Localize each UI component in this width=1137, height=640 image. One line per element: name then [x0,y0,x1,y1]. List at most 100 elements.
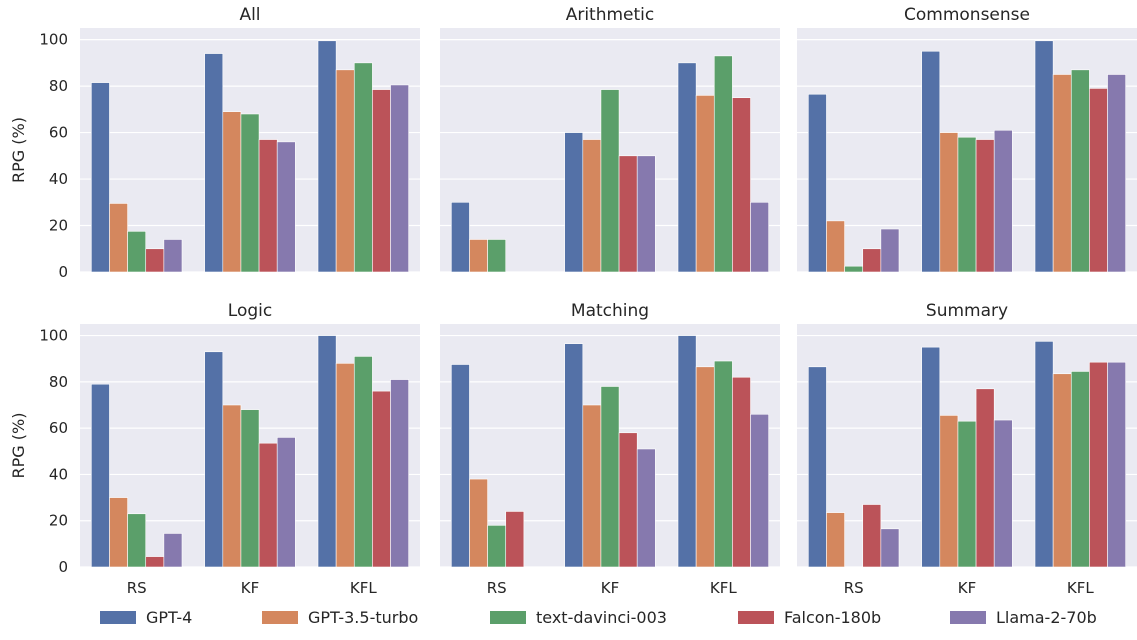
y-tick-label-logic-20: 20 [49,512,68,530]
bar-summary-rs-llama-2-70b [880,528,900,568]
bar-logic-kf-gpt-3-5-turbo [222,404,242,568]
bar-logic-kfl-gpt-3-5-turbo [335,363,355,568]
x-tick-label-summary-kf: KF [958,579,976,597]
bar-logic-rs-llama-2-70b [163,533,183,568]
bar-commonsense-rs-falcon-180b [862,248,882,273]
bar-all-rs-gpt-4 [91,82,110,273]
bar-matching-kfl-gpt-3-5-turbo [695,366,715,568]
bar-summary-rs-falcon-180b [862,504,882,568]
x-tick-label-summary-kfl: KFL [1067,579,1094,597]
y-tick-label-logic-100: 100 [39,327,68,345]
y-tick-label-all-80: 80 [49,77,68,95]
legend-label-text-davinci-003: text-davinci-003 [536,608,667,627]
x-tick-label-matching-rs: RS [487,579,507,597]
bar-logic-kf-falcon-180b [258,442,278,568]
bar-all-kf-gpt-4 [204,53,224,273]
y-tick-label-all-40: 40 [49,170,68,188]
bar-commonsense-kf-text-davinci-003 [957,136,977,273]
bar-commonsense-kfl-falcon-180b [1089,88,1108,273]
bar-matching-kfl-gpt-4 [677,335,697,568]
bar-logic-kf-llama-2-70b [276,437,296,568]
bar-all-kf-llama-2-70b [276,141,296,273]
legend-label-falcon-180b: Falcon-180b [784,608,881,627]
bar-matching-rs-gpt-3-5-turbo [469,478,488,568]
bar-commonsense-kfl-gpt-3-5-turbo [1052,74,1072,273]
bar-commonsense-kf-gpt-3-5-turbo [939,132,959,273]
bar-matching-kfl-text-davinci-003 [713,360,733,568]
x-tick-label-logic-rs: RS [127,579,147,597]
bar-matching-kf-falcon-180b [618,432,638,568]
legend-swatch-text-davinci-003 [490,611,526,624]
bar-arithmetic-kfl-gpt-4 [677,62,697,273]
y-tick-label-all-100: 100 [39,31,68,49]
x-tick-label-summary-rs: RS [844,579,864,597]
bar-commonsense-kfl-llama-2-70b [1107,74,1126,273]
bar-summary-kfl-text-davinci-003 [1070,371,1090,568]
y-tick-label-logic-80: 80 [49,373,68,391]
y-tick-label-all-60: 60 [49,124,68,142]
panel-title-logic: Logic [228,301,272,321]
bar-arithmetic-rs-gpt-3-5-turbo [469,239,488,273]
bar-all-kfl-llama-2-70b [390,84,409,273]
bar-summary-kf-falcon-180b [975,388,995,568]
bar-logic-kfl-gpt-4 [317,335,337,568]
bar-logic-kfl-llama-2-70b [390,379,409,568]
panel-title-matching: Matching [571,301,649,321]
y-axis-label-row-2: RPG (%) [9,413,28,479]
bar-logic-kf-gpt-4 [204,351,224,568]
bar-all-rs-gpt-3-5-turbo [109,203,128,273]
bar-matching-rs-falcon-180b [505,511,525,568]
legend-swatch-llama-2-70b [950,611,986,624]
bar-logic-rs-text-davinci-003 [127,513,147,568]
panel-title-summary: Summary [926,301,1008,321]
y-tick-label-logic-0: 0 [58,558,68,576]
bar-summary-kf-gpt-4 [921,346,941,568]
legend-label-gpt-3-5-turbo: GPT-3.5-turbo [308,608,418,627]
panel-title-commonsense: Commonsense [904,5,1030,25]
bar-summary-kf-gpt-3-5-turbo [939,415,959,568]
legend-swatch-gpt-3-5-turbo [262,611,298,624]
bar-summary-rs-gpt-4 [808,366,827,568]
bar-summary-kfl-gpt-4 [1034,341,1054,568]
x-tick-label-logic-kf: KF [241,579,259,597]
bar-commonsense-rs-text-davinci-003 [844,265,864,273]
bar-arithmetic-kf-gpt-3-5-turbo [582,139,602,273]
bar-matching-kf-gpt-3-5-turbo [582,404,602,568]
bar-logic-rs-gpt-4 [91,383,110,568]
bar-all-kfl-falcon-180b [372,89,391,273]
bar-all-kf-text-davinci-003 [240,113,260,273]
bar-arithmetic-kfl-text-davinci-003 [713,55,733,273]
bar-arithmetic-kfl-falcon-180b [732,97,751,273]
bar-commonsense-rs-gpt-4 [808,93,827,273]
bar-all-rs-falcon-180b [145,248,165,273]
bar-all-kfl-gpt-3-5-turbo [335,69,355,273]
bar-arithmetic-kf-text-davinci-003 [600,89,620,273]
bar-arithmetic-kf-gpt-4 [564,132,584,273]
bar-commonsense-kf-falcon-180b [975,139,995,273]
bar-summary-rs-gpt-3-5-turbo [826,512,845,568]
bar-summary-kfl-falcon-180b [1089,361,1108,568]
bar-summary-kfl-llama-2-70b [1107,361,1126,568]
bar-matching-kf-llama-2-70b [636,448,656,568]
bar-arithmetic-rs-gpt-4 [451,201,470,273]
bar-arithmetic-kfl-gpt-3-5-turbo [695,95,715,273]
bar-all-rs-llama-2-70b [163,239,183,273]
bar-matching-rs-text-davinci-003 [487,525,507,568]
bar-all-kf-falcon-180b [258,139,278,273]
legend-label-gpt-4: GPT-4 [146,608,192,627]
bar-summary-kfl-gpt-3-5-turbo [1052,373,1072,568]
x-tick-label-logic-kfl: KFL [350,579,377,597]
bar-matching-kf-text-davinci-003 [600,386,620,568]
bar-summary-kf-text-davinci-003 [957,420,977,568]
bar-arithmetic-kf-falcon-180b [618,155,638,273]
y-tick-label-logic-60: 60 [49,419,68,437]
bar-commonsense-kf-gpt-4 [921,50,941,273]
bar-commonsense-rs-llama-2-70b [880,228,900,273]
x-tick-label-matching-kfl: KFL [710,579,737,597]
y-tick-label-all-0: 0 [58,263,68,281]
bar-logic-kf-text-davinci-003 [240,409,260,568]
panel-title-arithmetic: Arithmetic [566,5,655,25]
bar-summary-kf-llama-2-70b [993,419,1013,568]
bar-all-kfl-text-davinci-003 [353,62,373,273]
